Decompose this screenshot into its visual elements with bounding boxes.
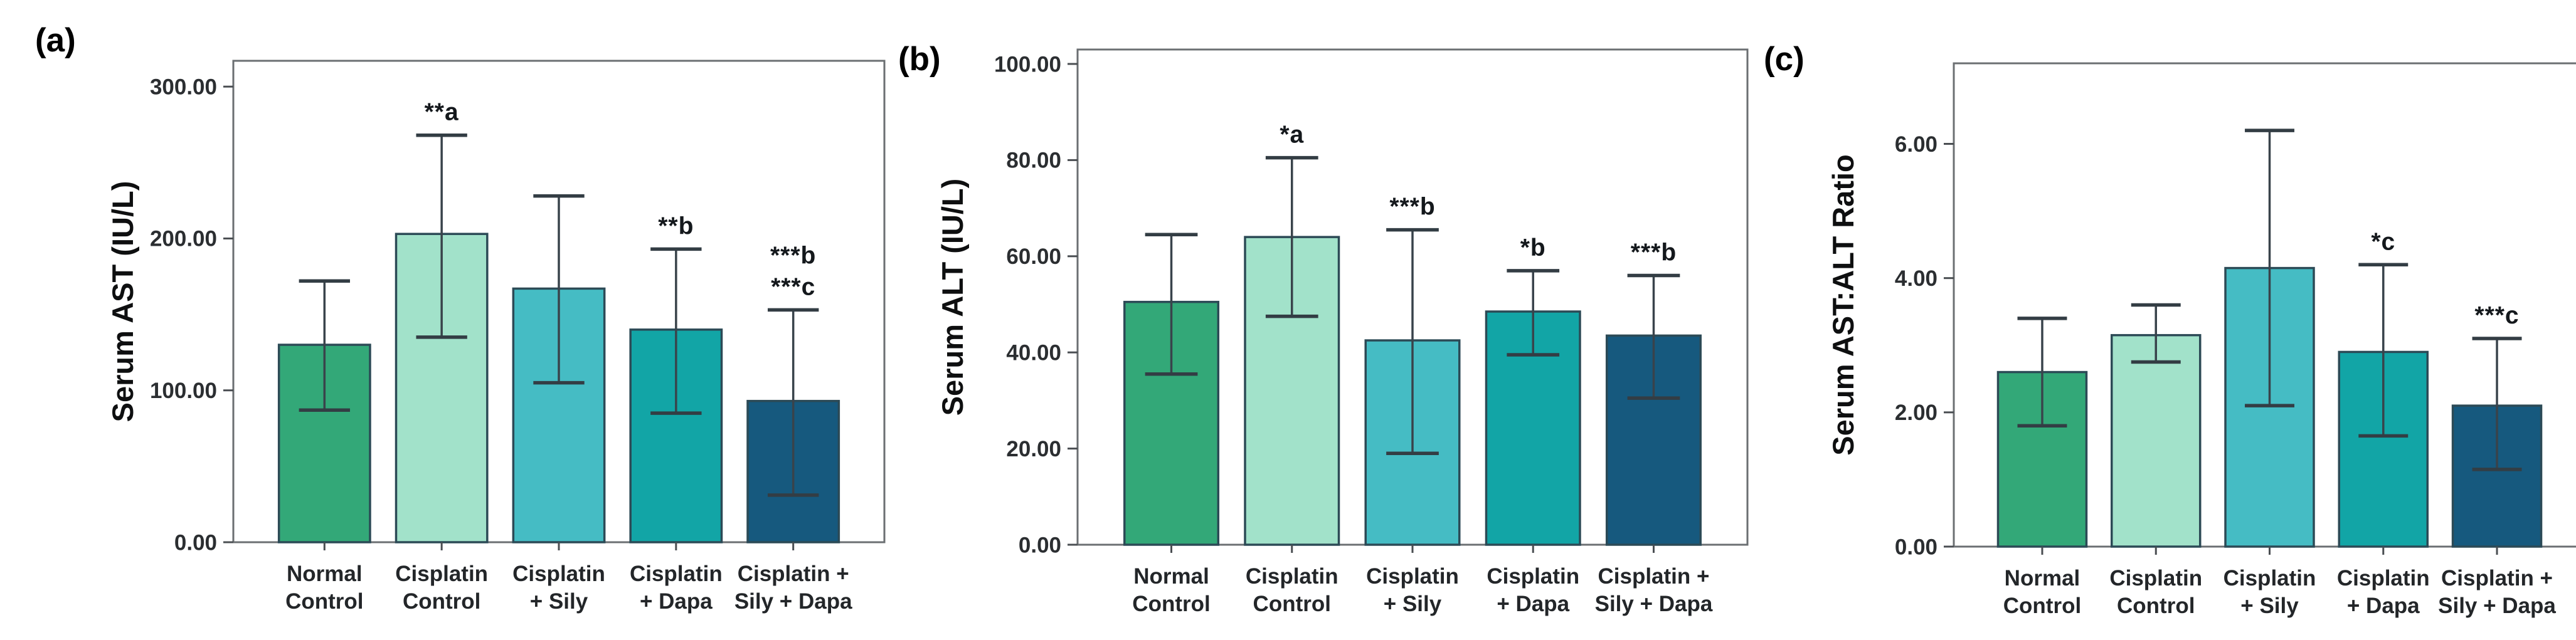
y-tick-label: 60.00 — [1006, 244, 1061, 269]
x-category-label: Cisplatin + Sily + Dapa — [1595, 564, 1713, 616]
y-tick-label: 300.00 — [150, 75, 217, 99]
x-category-label: Cisplatin Control — [395, 562, 488, 614]
x-category-label: Cisplatin + Sily — [1366, 564, 1459, 616]
y-axis-label: Serum AST (IU/L) — [106, 181, 139, 422]
panel-c: (c) Serum AST:ALT Ratio 0.00 2.00 4.00 6.00 No… — [1764, 41, 2576, 618]
x-category-label: Cisplatin + Sily + Dapa — [734, 562, 852, 614]
x-category-label: Cisplatin + Dapa — [1487, 564, 1579, 616]
x-category-label: Cisplatin + Dapa — [2337, 566, 2430, 618]
panel-label: (a) — [35, 22, 76, 59]
y-tick-label: 20.00 — [1006, 437, 1061, 461]
panel-label: (b) — [898, 41, 941, 78]
y-tick-label: 6.00 — [1895, 132, 1937, 157]
x-category-label: Normal Control — [285, 562, 363, 614]
x-category-label: Cisplatin + Dapa — [630, 562, 723, 614]
y-axis-label: Serum AST:ALT Ratio — [1826, 154, 1860, 455]
significance-annotation: **a — [425, 99, 459, 126]
significance-annotation: ***c — [2474, 302, 2519, 329]
panel-a: (a) Serum AST (IU/L) 0.00 100.00 200.00 300.0… — [35, 22, 886, 614]
panel-label: (c) — [1764, 41, 1805, 78]
y-tick-label: 0.00 — [1019, 533, 1061, 557]
bar-charts-canvas: (a) Serum AST (IU/L) 0.00 100.00 200.00 300.0… — [35, 22, 2576, 618]
y-tick-label: 0.00 — [1895, 535, 1937, 559]
y-tick-label: 0.00 — [174, 530, 217, 555]
x-category-label: Cisplatin + Sily + Dapa — [2438, 566, 2556, 618]
significance-annotation: *a — [1280, 122, 1304, 149]
significance-annotation: *c — [2371, 228, 2395, 255]
significance-annotation: ***c — [771, 273, 815, 300]
x-category-label: Cisplatin + Sily — [512, 562, 605, 614]
significance-annotation: ***b — [1631, 239, 1677, 266]
bar-cisplatin-control — [2111, 333, 2202, 548]
x-category-label: Cisplatin Control — [2109, 566, 2202, 618]
y-tick-label: 4.00 — [1895, 266, 1937, 291]
y-tick-label: 80.00 — [1006, 149, 1061, 173]
panel-b: (b) Serum ALT (IU/L) 0.00 20.00 40.00 60.00 80… — [898, 41, 1749, 616]
y-tick-label: 100.00 — [994, 52, 1061, 76]
significance-annotation: ***b — [770, 242, 816, 269]
x-category-label: Cisplatin + Sily — [2224, 566, 2316, 618]
y-tick-label: 2.00 — [1895, 401, 1937, 425]
y-tick-label: 40.00 — [1006, 340, 1061, 365]
x-category-label: Normal Control — [1132, 564, 1210, 616]
y-axis-label: Serum ALT (IU/L) — [936, 179, 969, 416]
significance-annotation: ***b — [1389, 194, 1435, 221]
x-category-label: Cisplatin Control — [1246, 564, 1338, 616]
figure-liver-enzyme-bar-charts: (a) Serum AST (IU/L) 0.00 100.00 200.00 300.0… — [25, 10, 2576, 630]
significance-annotation: *b — [1520, 234, 1546, 261]
y-tick-label: 100.00 — [150, 379, 217, 403]
x-category-label: Normal Control — [2003, 566, 2081, 618]
y-tick-label: 200.00 — [150, 227, 217, 251]
significance-annotation: **b — [658, 212, 694, 239]
